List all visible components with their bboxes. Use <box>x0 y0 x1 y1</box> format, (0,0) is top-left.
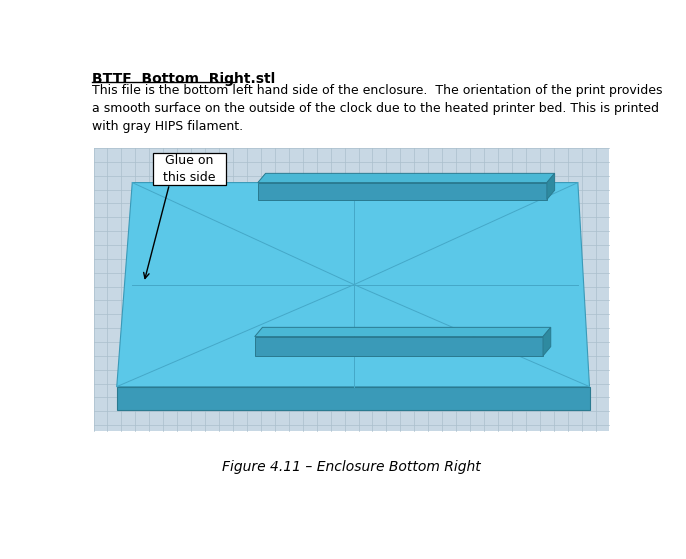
Text: Figure 4.11 – Enclosure Bottom Right: Figure 4.11 – Enclosure Bottom Right <box>222 460 481 474</box>
Polygon shape <box>255 328 551 337</box>
Bar <box>93 148 609 432</box>
Text: BTTF  Bottom  Right.stl: BTTF Bottom Right.stl <box>92 73 275 87</box>
Polygon shape <box>547 173 554 200</box>
Text: This file is the bottom left hand side of the enclosure.  The orientation of the: This file is the bottom left hand side o… <box>92 84 663 133</box>
Polygon shape <box>117 183 589 387</box>
Polygon shape <box>255 337 543 356</box>
Polygon shape <box>258 183 547 200</box>
Text: Glue on
this side: Glue on this side <box>163 154 216 184</box>
FancyBboxPatch shape <box>153 153 226 185</box>
Polygon shape <box>543 328 551 356</box>
Polygon shape <box>117 387 589 410</box>
Polygon shape <box>258 173 554 183</box>
